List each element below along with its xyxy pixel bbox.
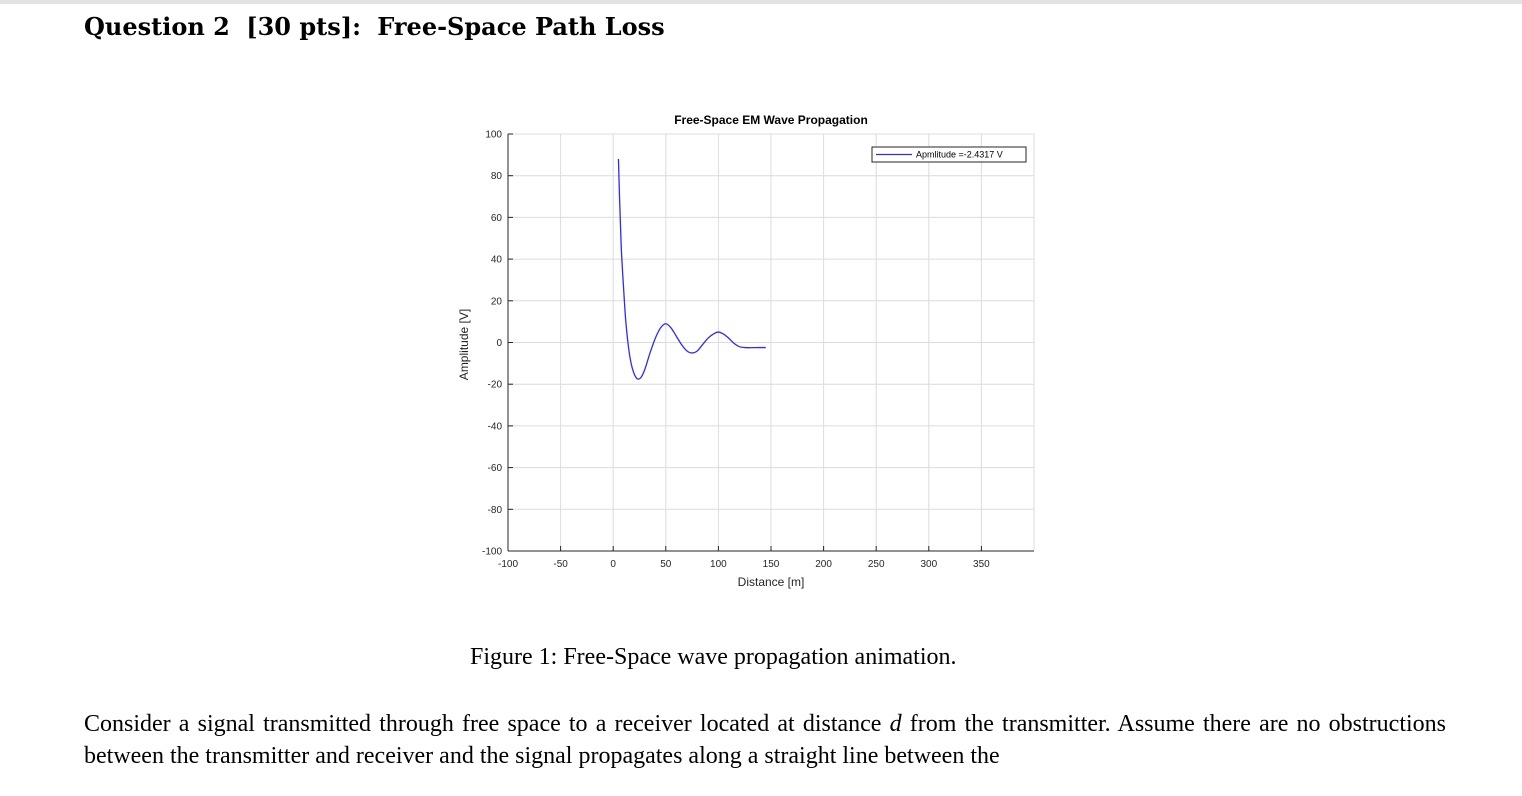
- body-text-start: Consider a signal transmitted through fr…: [84, 711, 882, 737]
- x-tick-label: 300: [920, 559, 937, 570]
- question-label: Question 2: [84, 12, 230, 41]
- y-tick-label: -100: [482, 547, 502, 558]
- x-tick-label: -100: [498, 559, 518, 570]
- y-tick-label: 40: [491, 255, 503, 266]
- top-border: [0, 0, 1522, 4]
- body-text-end: from the transmitter. Assume there are n…: [84, 711, 1447, 769]
- legend-box: [871, 146, 1027, 163]
- x-tick-label: -50: [553, 559, 568, 570]
- legend-entry-label: Apmlitude =-2.4317 V: [916, 150, 1003, 160]
- x-tick-label: 150: [763, 559, 780, 570]
- y-tick-label: 0: [496, 338, 502, 349]
- chart-grid: [507, 133, 1035, 552]
- y-tick-label: 80: [491, 171, 503, 182]
- y-tick-label: -40: [488, 421, 503, 432]
- question-points: [30 pts]:: [246, 12, 361, 41]
- y-tick-label: -60: [488, 463, 503, 474]
- chart-series: [617, 159, 766, 380]
- chart-legend: Apmlitude =-2.4317 V: [871, 146, 1027, 163]
- amplitude-series-line: [617, 159, 766, 380]
- y-tick-label: 60: [491, 213, 503, 224]
- y-tick-label: 100: [485, 130, 502, 141]
- figure-caption: Figure 1: Free-Space wave propagation an…: [470, 644, 957, 670]
- body-paragraph: Consider a signal transmitted through fr…: [84, 708, 1446, 772]
- y-tick-label: 20: [491, 296, 503, 307]
- x-tick-label: 250: [868, 559, 885, 570]
- x-tick-label: 100: [710, 559, 727, 570]
- x-tick-label: 200: [815, 559, 832, 570]
- x-tick-label: 350: [973, 559, 990, 570]
- x-tick-label: 0: [610, 559, 616, 570]
- x-tick-label: 50: [660, 559, 672, 570]
- chart-y-axis-label: Amplitude [V]: [457, 309, 471, 380]
- chart-title: Free-Space EM Wave Propagation: [674, 113, 868, 127]
- question-topic: Free-Space Path Loss: [377, 12, 665, 41]
- y-tick-label: -80: [488, 505, 503, 516]
- question-heading: Question 2 [30 pts]: Free-Space Path Los…: [84, 12, 673, 41]
- y-tick-label: -20: [488, 380, 503, 391]
- distance-variable: d: [889, 711, 902, 737]
- chart-x-axis-label: Distance [m]: [738, 575, 805, 589]
